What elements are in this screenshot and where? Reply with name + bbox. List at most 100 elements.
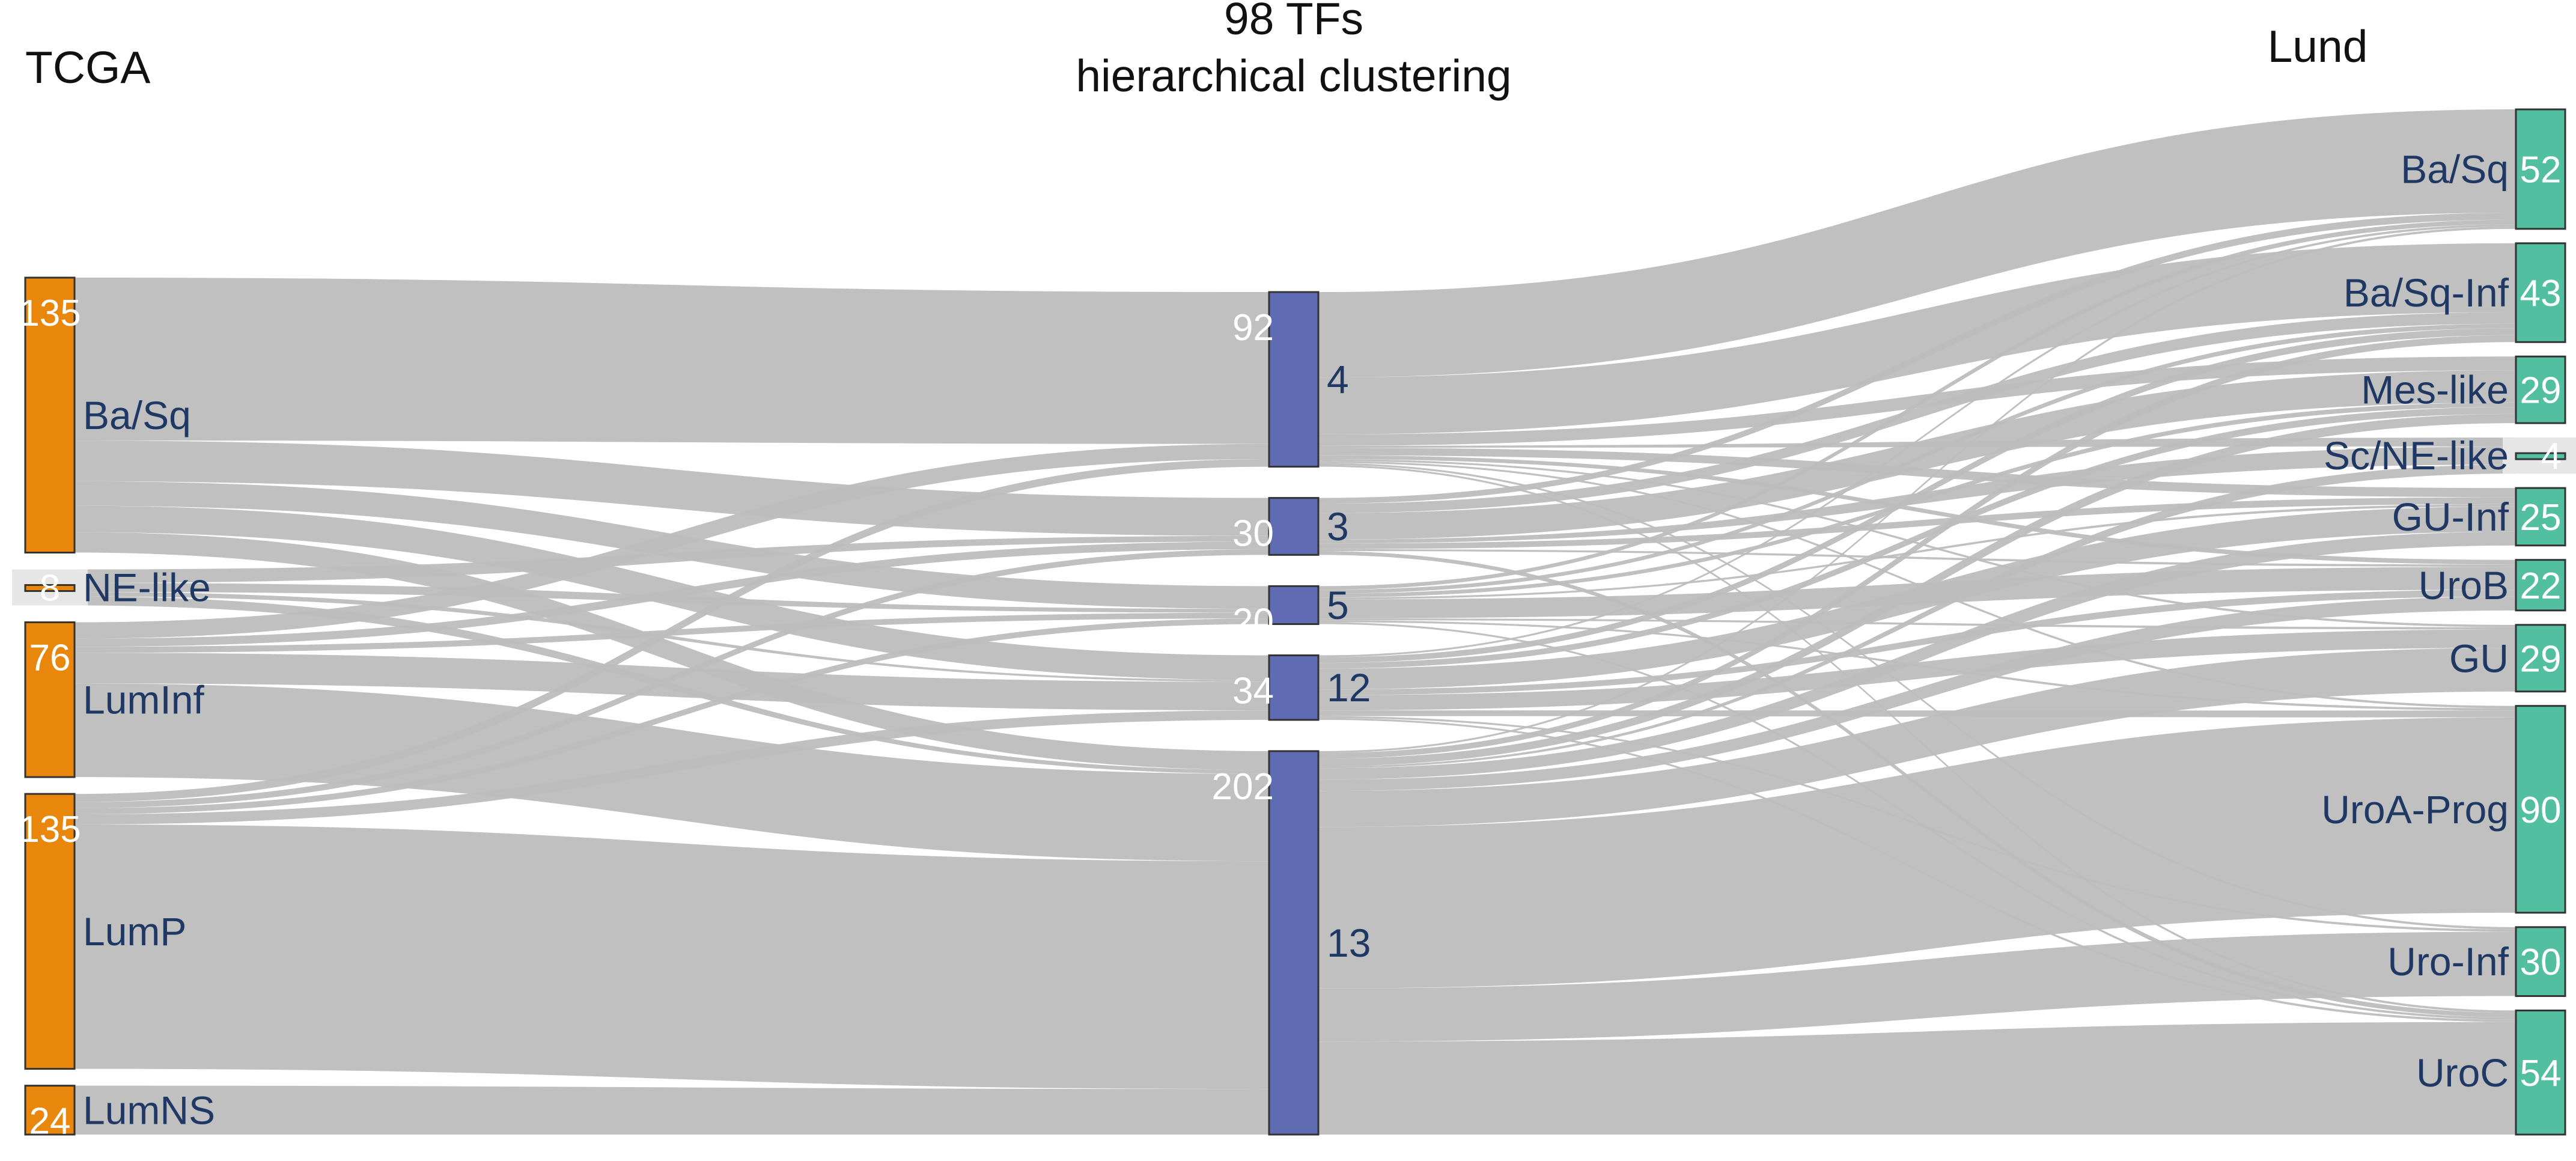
right-flow-M13-to-R_Mes: [1318, 413, 2516, 767]
node-R_GUInf-count: 25: [2520, 497, 2562, 538]
node-M5-bar: [1268, 585, 1320, 626]
right-flow-M3-to-R_GUInf: [1318, 497, 2516, 549]
right-flow-M3-to-R_UroB: [1318, 549, 2516, 567]
node-L_NE-label: NE-like: [83, 565, 211, 610]
node-M12-count: 34: [1232, 671, 1274, 712]
node-R_GU-bar: [2515, 624, 2566, 693]
node-L_LumP-bar: [24, 793, 76, 1070]
node-M13-bar: [1268, 750, 1320, 1136]
node-R_GUInf-label: GU-Inf: [2392, 495, 2509, 539]
right-flow-M12-to-R_UroB: [1318, 590, 2516, 695]
node-R_UroB-count: 22: [2520, 565, 2562, 607]
right-flow-M13-to-R_GU: [1318, 648, 2516, 827]
node-R_ScNE: 4 Sc/NE-like: [2324, 433, 2576, 478]
node-M3-bar: [1268, 497, 1320, 556]
left-flow-L_LumNS-to-M13: [75, 1085, 1269, 1135]
middle-column-title-line1: 98 TFs: [1224, 0, 1363, 44]
node-L_BaSq-count: 135: [19, 293, 81, 334]
node-M4: 92 4: [1232, 291, 1349, 468]
right-flow-M4-to-R_Mes: [1318, 356, 2516, 446]
node-M4-label: 4: [1327, 357, 1349, 401]
node-R_UroB-label: UroB: [2419, 563, 2509, 608]
node-M13: 202 13: [1212, 750, 1371, 1136]
node-R_UroB-bar: [2515, 559, 2566, 612]
node-R_Mes-bar: [2515, 355, 2566, 424]
node-M5-count: 20: [1232, 601, 1274, 642]
right-flow-M13-to-R_UroAProg: [1318, 717, 2516, 989]
left-flow-L_BaSq-to-M3: [75, 440, 1269, 536]
node-L_LumNS-bar: [24, 1085, 76, 1136]
left-flow-L_LumP-to-M13: [75, 824, 1269, 1089]
right-flow-M4-to-R_GU: [1318, 459, 2516, 627]
node-R_BaSqInf-bar: [2515, 242, 2566, 343]
node-M12: 34 12: [1232, 654, 1371, 721]
node-M13-count: 202: [1212, 766, 1274, 808]
node-R_BaSq-count: 52: [2520, 149, 2562, 190]
node-R_BaSqInf: 43 Ba/Sq-Inf: [2343, 242, 2566, 343]
right-flow-M4-to-R_BaSq: [1318, 109, 2516, 378]
right-flow-M4-to-R_UroB: [1318, 455, 2516, 565]
node-R_UroInf: 30 Uro-Inf: [2387, 926, 2566, 998]
right-flow-M5-to-R_BaSqInf: [1318, 323, 2516, 594]
right-flow-M13-to-R_BaSqInf: [1318, 335, 2516, 759]
node-R_BaSqInf-count: 43: [2520, 273, 2562, 314]
node-L_LumNS: 24 LumNS: [24, 1085, 215, 1142]
node-R_UroB: 22 UroB: [2419, 559, 2566, 612]
right-flow-M12-to-R_BaSqInf: [1318, 328, 2516, 663]
node-M3-label: 3: [1327, 504, 1349, 549]
right-flow-M3-to-R_BaSq: [1318, 213, 2516, 504]
node-L_BaSq-label: Ba/Sq: [83, 393, 191, 437]
node-R_UroC-label: UroC: [2416, 1050, 2509, 1095]
node-R_ScNE-bar: [2515, 452, 2566, 460]
node-M4-count: 92: [1232, 307, 1274, 349]
node-M5-label: 5: [1327, 583, 1349, 627]
node-M3-count: 30: [1232, 513, 1274, 555]
right-flow-M3-to-R_Mes: [1318, 370, 2516, 540]
left-flow-L_BaSq-to-M13: [75, 532, 1269, 770]
node-R_ScNE-label: Sc/NE-like: [2324, 433, 2509, 478]
node-R_UroInf-label: Uro-Inf: [2387, 939, 2509, 984]
left-flow-L_BaSq-to-M4: [75, 278, 1269, 444]
right-flow-M13-to-R_UroC: [1318, 1022, 2516, 1135]
node-M13-label: 13: [1327, 921, 1371, 965]
right-flow-M12-to-R_GUInf: [1318, 506, 2516, 690]
node-L_NE-count: 8: [40, 568, 60, 609]
middle-column-title-line2: hierarchical clustering: [1076, 50, 1511, 101]
right-flow-M12-to-R_BaSq: [1318, 224, 2516, 657]
right-flow-M4-to-R_BaSqInf: [1318, 243, 2516, 434]
node-R_BaSq-label: Ba/Sq: [2401, 147, 2509, 191]
node-L_BaSq: 135 Ba/Sq: [19, 276, 191, 554]
node-R_Mes-label: Mes-like: [2361, 368, 2509, 412]
node-R_Mes: 29 Mes-like: [2361, 355, 2566, 424]
right-flow-M3-to-R_BaSqInf: [1318, 312, 2516, 513]
right-flow-M13-to-R_UroInf: [1318, 931, 2516, 1042]
node-R_UroC-bar: [2515, 1010, 2566, 1136]
right-flow-M4-to-R_GUInf: [1318, 448, 2516, 498]
right-column-title: Lund: [2268, 21, 2368, 72]
node-L_LumP-count: 135: [19, 809, 81, 850]
node-M12-bar: [1268, 654, 1320, 721]
node-L_LumP: 135 LumP: [19, 793, 186, 1070]
left-flow-L_LumInf-to-M4: [75, 443, 1269, 639]
left-column-title: TCGA: [25, 42, 150, 93]
node-R_UroAProg: 90 UroA-Prog: [2321, 705, 2566, 914]
node-M12-label: 12: [1327, 665, 1371, 710]
node-M4-bar: [1268, 291, 1320, 468]
left-flow-L_LumP-to-M5: [75, 618, 1269, 815]
node-R_GU-count: 29: [2520, 638, 2562, 680]
flows-layer: [75, 109, 2516, 1135]
left-flow-L_NE-to-M3: [75, 535, 1269, 584]
node-R_UroAProg-label: UroA-Prog: [2321, 787, 2509, 832]
node-L_LumInf-label: LumInf: [83, 677, 204, 722]
node-R_BaSq-bar: [2515, 108, 2566, 230]
node-L_LumInf-bar: [24, 621, 76, 778]
node-R_UroAProg-count: 90: [2520, 790, 2562, 831]
node-R_UroC-count: 54: [2520, 1053, 2562, 1094]
right-flow-M5-to-R_Mes: [1318, 402, 2516, 598]
right-flow-M5-to-R_GUInf: [1318, 504, 2516, 600]
left-flow-L_LumInf-to-M3: [75, 541, 1269, 647]
left-flow-L_LumP-to-M12: [75, 710, 1269, 824]
node-M5: 20 5: [1232, 583, 1349, 642]
left-flow-L_LumInf-to-M12: [75, 653, 1269, 711]
node-L_LumNS-count: 24: [29, 1101, 71, 1142]
